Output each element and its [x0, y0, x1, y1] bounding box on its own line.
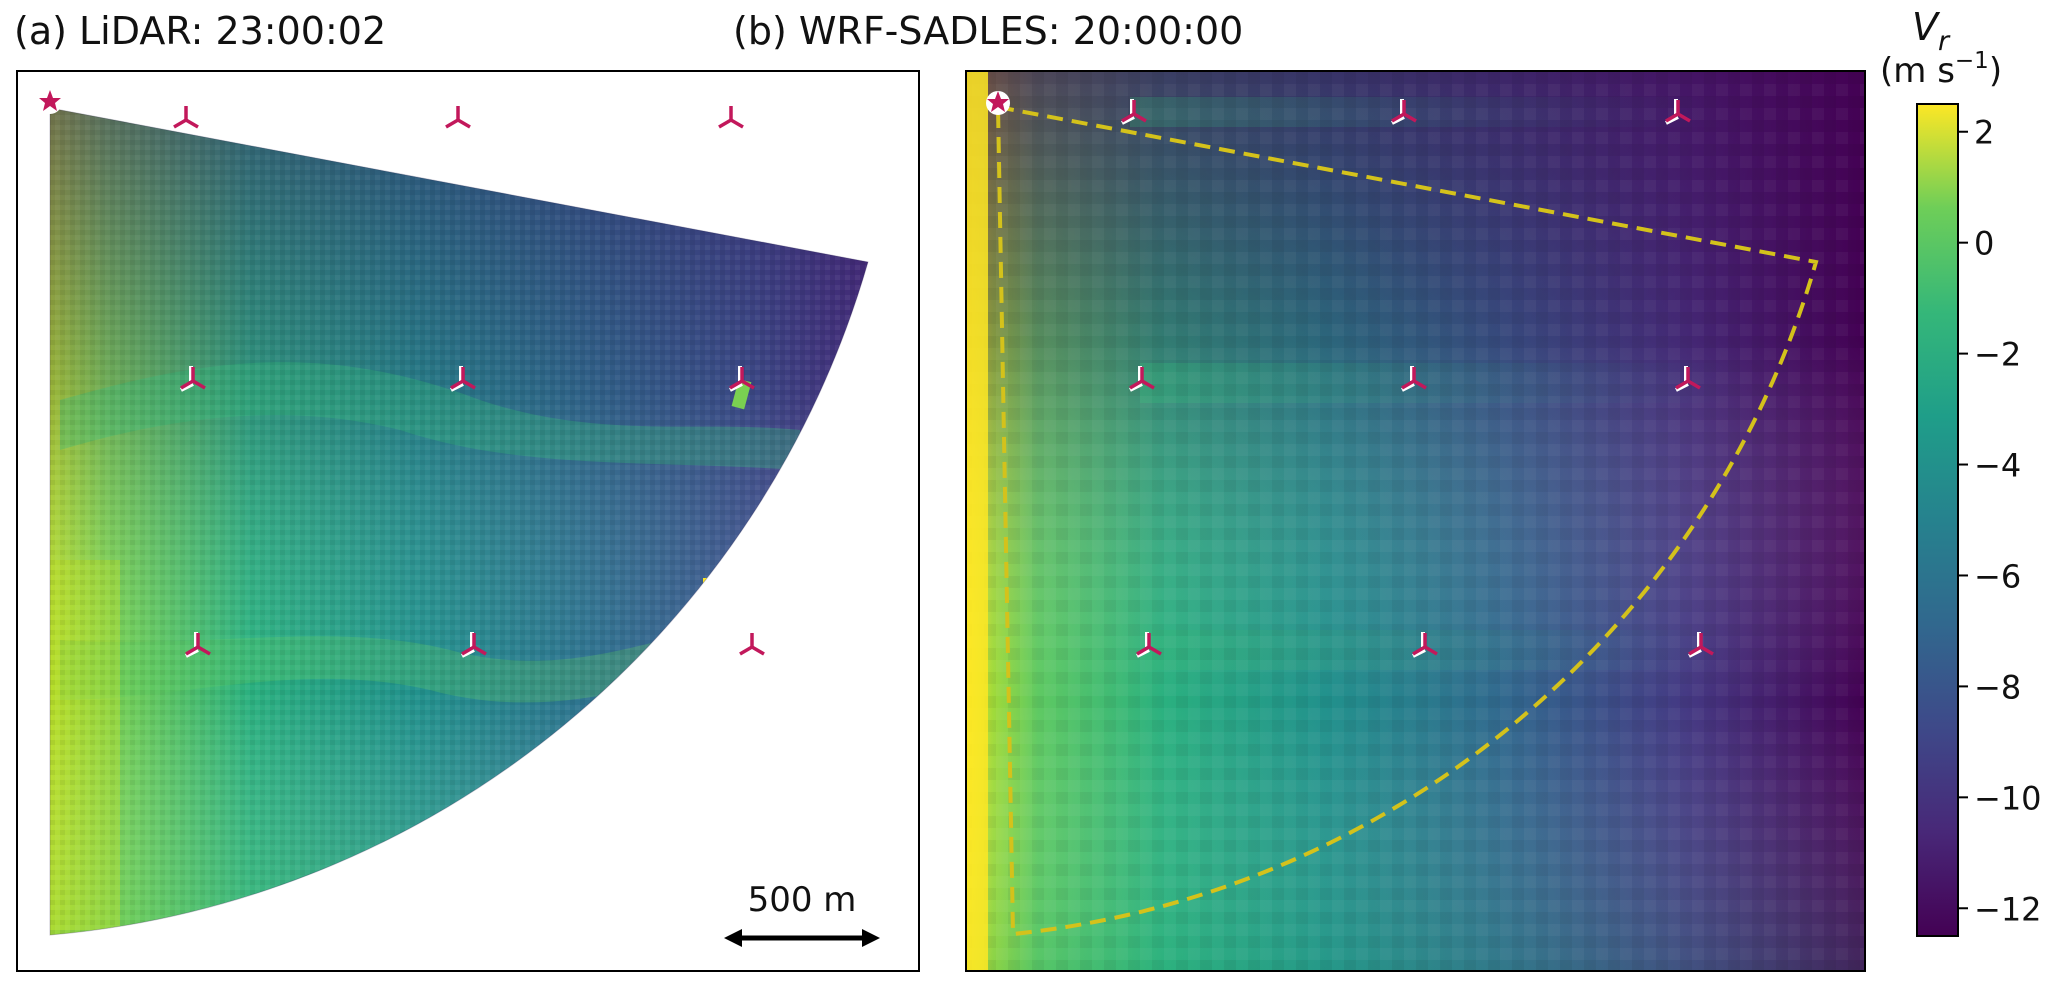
panel-a-frame — [16, 70, 920, 972]
panel-b-plot — [965, 70, 1866, 972]
colorbar-tick-label: −4 — [1974, 447, 2021, 485]
colorbar-tick-label: 0 — [1974, 225, 1994, 263]
colorbar: 2 0 −2 −4 −6 −8 −10 −12 — [1916, 103, 2042, 937]
panel-a-title: (a) LiDAR: 23:00:02 — [14, 9, 387, 53]
lidar-location-star-b — [986, 91, 1010, 115]
colorbar-units-exp: −1 — [1955, 48, 1989, 74]
svg-text:Vr: Vr — [1912, 5, 1951, 57]
colorbar-ticks: 2 0 −2 −4 −6 −8 −10 −12 — [1958, 114, 2042, 928]
colorbar-tick-label: −6 — [1974, 557, 2021, 595]
lidar-location-star-a — [38, 90, 62, 114]
lidar-sector-outline — [995, 104, 1819, 937]
svg-text:(m s−1): (m s−1) — [1880, 48, 2002, 91]
panel-b-title: (b) WRF-SADLES: 20:00:00 — [733, 9, 1244, 53]
scale-bar — [724, 929, 880, 947]
scale-bar-label: 500 m — [748, 880, 857, 920]
colorbar-label: Vr (m s−1) — [1880, 5, 2002, 91]
colorbar-units-close: ) — [1989, 51, 2002, 91]
colorbar-tick-label: −8 — [1974, 668, 2021, 706]
colorbar-tick-label: −12 — [1974, 890, 2042, 928]
colorbar-label-main: V — [1912, 5, 1941, 49]
panel-b-heatmap — [966, 71, 1865, 971]
colorbar-tick-label: −2 — [1974, 336, 2021, 374]
colorbar-tick-label: −10 — [1974, 779, 2042, 817]
colorbar-gradient — [1916, 103, 1959, 937]
colorbar-tick-label: 2 — [1974, 114, 1994, 152]
colorbar-label-sub: r — [1938, 26, 1951, 57]
panel-a-plot: 500 m — [16, 70, 920, 972]
colorbar-units: (m s — [1880, 51, 1955, 91]
panel-b-frame — [965, 70, 1866, 972]
